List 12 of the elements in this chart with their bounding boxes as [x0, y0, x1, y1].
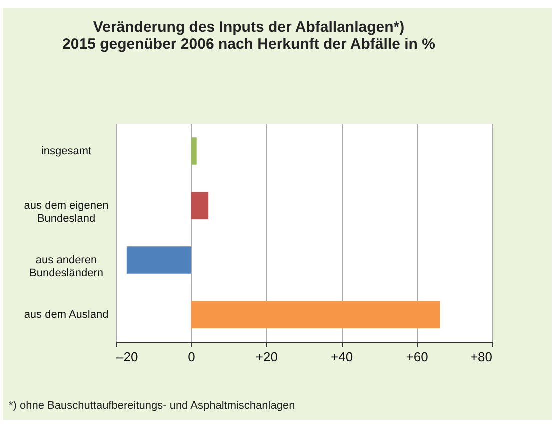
- text: *) ohne Bauschuttaufbereitungs- und Asphaltmischanlagen: [9, 400, 296, 412]
- x-tick-label: 0: [188, 350, 196, 364]
- y-tick-label: aus dem eigenen Bundesland: [24, 200, 109, 225]
- x-tick-label: +40: [331, 350, 354, 364]
- x-tick-label: +80: [470, 350, 492, 364]
- chart-title: Veränderung des Inputs der Abfallanlagen*) 2015 gegenüber 2006 nach Herkunft der Abfälle in %: [62, 19, 436, 53]
- x-tick-label: –20: [116, 350, 138, 364]
- x-tick-label: +60: [406, 350, 428, 364]
- x-tick-label: +20: [256, 350, 278, 364]
- y-tick-label: aus anderen Bundesländern: [29, 254, 104, 280]
- y-tick-label: aus dem Ausland: [24, 308, 109, 321]
- y-tick-label: insgesamt: [41, 145, 92, 158]
